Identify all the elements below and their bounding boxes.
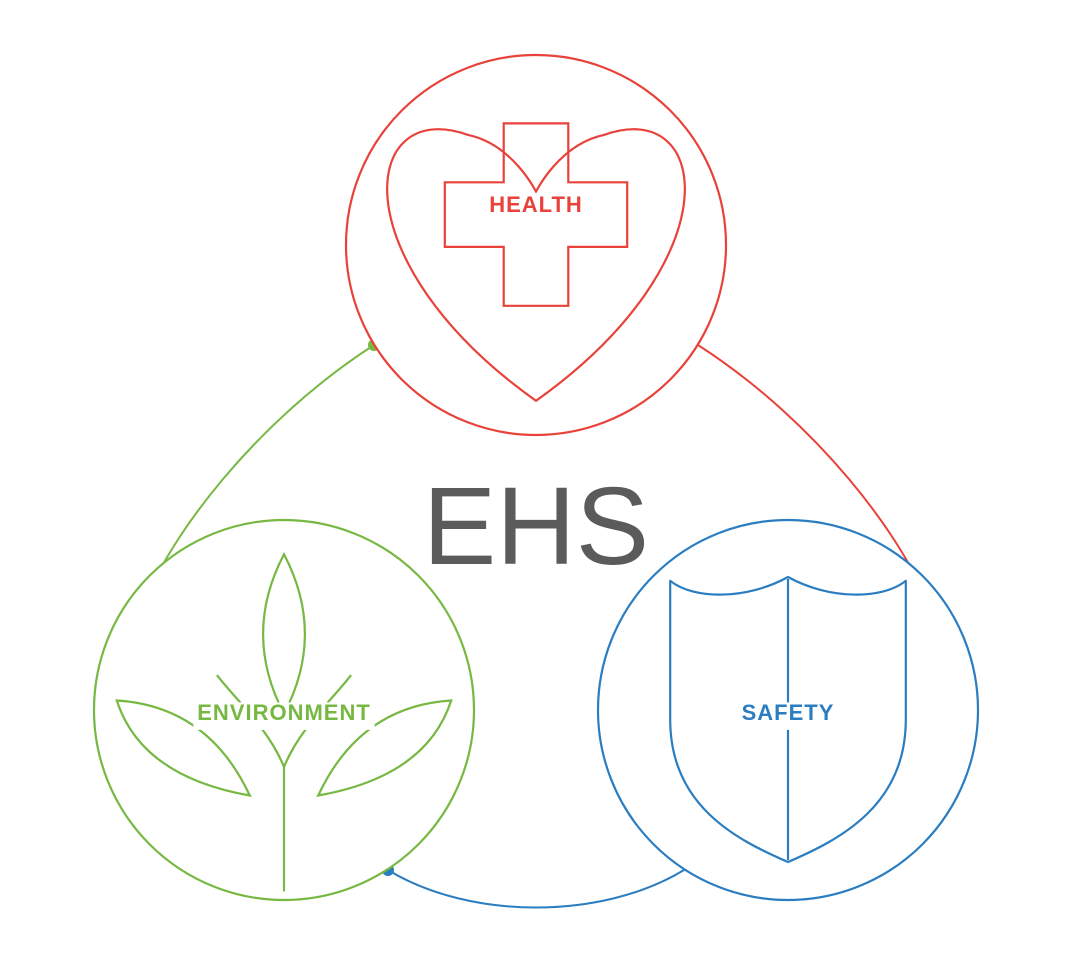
safety-label: SAFETY — [742, 700, 835, 725]
health-label: HEALTH — [489, 192, 583, 217]
center-label: EHS — [423, 465, 649, 588]
node-safety: SAFETY — [598, 520, 978, 900]
environment-label: ENVIRONMENT — [197, 700, 371, 725]
node-environment: ENVIRONMENT — [94, 520, 474, 900]
node-health: HEALTH — [346, 55, 726, 435]
ehs-diagram: HEALTH ENVIRONMENT SAFETY EHS — [0, 0, 1073, 978]
